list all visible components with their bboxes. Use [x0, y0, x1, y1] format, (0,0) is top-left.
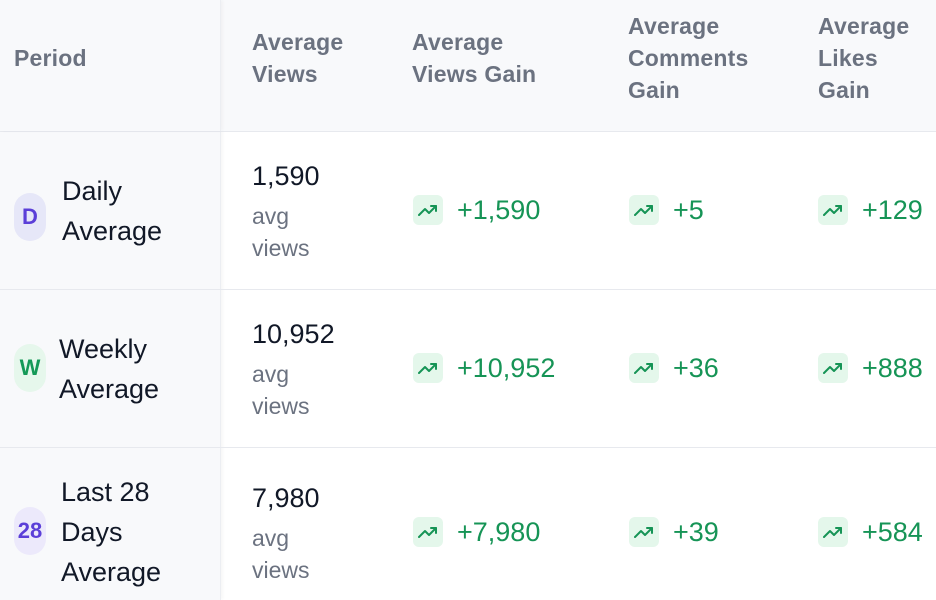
trending-up-icon	[629, 353, 659, 383]
trending-up-icon	[818, 517, 848, 547]
comments-gain-value: +39	[673, 517, 719, 547]
header-avg-likes-gain: Average Likes Gain	[818, 13, 910, 103]
header-avg-comments-gain: Average Comments Gain	[628, 13, 749, 103]
views-gain-value: +10,952	[457, 353, 556, 383]
period-badge: W	[14, 344, 46, 392]
trending-up-icon	[413, 353, 443, 383]
avg-views-sublabel: avg views	[252, 203, 310, 261]
period-header-cell	[0, 0, 221, 131]
period-label: Last 28 Days Average	[61, 477, 162, 587]
avg-views-sublabel: avg views	[252, 525, 310, 583]
header-avg-views: Average Views	[252, 29, 344, 87]
likes-gain-value: +129	[862, 195, 923, 225]
header-avg-views-gain: Average Views Gain	[412, 29, 537, 87]
avg-views-sublabel: avg views	[252, 361, 310, 419]
likes-gain-value: +584	[862, 517, 923, 547]
period-badge: 28	[14, 507, 46, 555]
period-label: Weekly Average	[59, 334, 160, 404]
trending-up-icon	[413, 195, 443, 225]
table-row: D Daily Average 1,590 avg views +1,590 +…	[0, 131, 936, 290]
comments-gain-value: +36	[673, 353, 719, 383]
comments-gain-value: +5	[673, 195, 704, 225]
views-gain-value: +1,590	[457, 195, 541, 225]
period-label: Daily Average	[62, 176, 163, 246]
trending-up-icon	[629, 517, 659, 547]
avg-views-value: 7,980	[252, 483, 320, 513]
avg-views-value: 10,952	[252, 319, 335, 349]
views-gain-value: +7,980	[457, 517, 541, 547]
avg-views-value: 1,590	[252, 161, 320, 191]
trending-up-icon	[818, 195, 848, 225]
trending-up-icon	[818, 353, 848, 383]
table-row: W Weekly Average 10,952 avg views +10,95…	[0, 289, 936, 448]
trending-up-icon	[629, 195, 659, 225]
table-row: 28 Last 28 Days Average 7,980 avg views …	[0, 447, 936, 600]
header-period: Period	[14, 45, 87, 71]
likes-gain-value: +888	[862, 353, 923, 383]
trending-up-icon	[413, 517, 443, 547]
period-badge: D	[14, 193, 46, 241]
